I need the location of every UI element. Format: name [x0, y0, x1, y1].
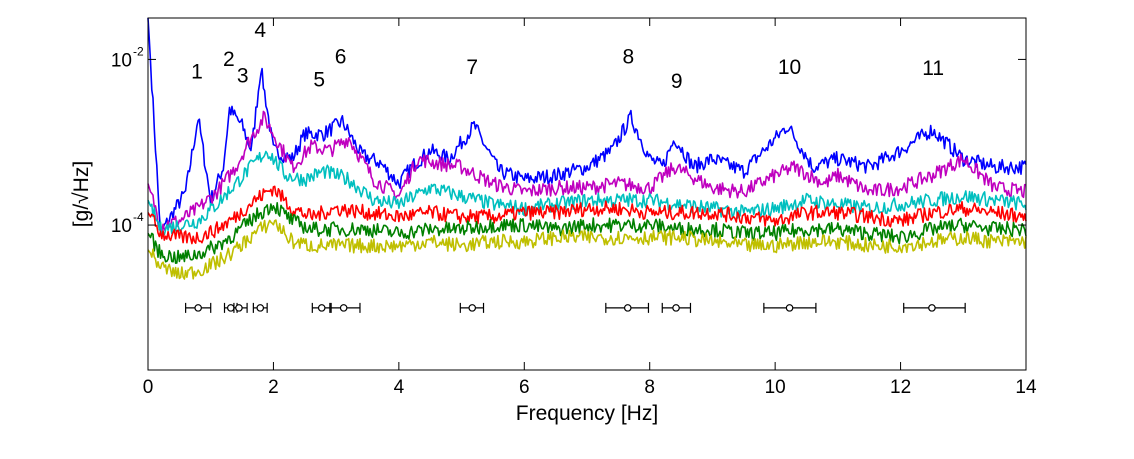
series-magenta-line [147, 110, 1026, 233]
x-axis-label: Frequency [Hz] [516, 402, 658, 425]
interval-layer [185, 302, 966, 313]
frequency-interval [459, 302, 485, 313]
series-yellow-line [147, 219, 1027, 280]
y-tick-label: 10 [111, 216, 132, 237]
y-tick-exponent: -4 [133, 210, 144, 224]
peak-label-8: 8 [623, 45, 635, 68]
series-blue-line [147, 17, 1027, 231]
x-tick-label: 2 [268, 377, 279, 398]
frequency-interval [763, 302, 817, 313]
interval-center-marker [672, 304, 680, 312]
frequency-interval [311, 302, 331, 313]
y-tick-exponent: -2 [133, 44, 144, 58]
interval-center-marker [928, 304, 936, 312]
y-tick-label: 10 [111, 50, 132, 71]
series-cyan-line [147, 150, 1027, 237]
series-layer [147, 17, 1027, 280]
interval-center-marker [468, 304, 477, 312]
interval-center-marker [256, 304, 265, 312]
interval-center-marker [785, 304, 794, 312]
peak-label-4: 4 [254, 19, 266, 42]
y-axis-label: [g/√Hz] [70, 161, 93, 227]
plot-frame [147, 17, 1027, 371]
series-green-line [147, 202, 1027, 265]
frequency-interval [661, 302, 692, 313]
frequency-interval [233, 302, 248, 313]
peak-label-9: 9 [671, 70, 683, 93]
peak-label-2: 2 [223, 48, 235, 71]
x-tick-label: 6 [519, 377, 530, 398]
peak-label-3: 3 [237, 64, 249, 87]
frequency-interval [605, 302, 650, 313]
x-tick-label: 14 [1015, 377, 1037, 398]
peak-label-1: 1 [191, 60, 203, 83]
frequency-interval [903, 302, 966, 313]
peak-label-11: 11 [922, 57, 944, 80]
x-tick-label: 12 [890, 377, 911, 398]
interval-center-marker [623, 304, 632, 312]
frequency-interval [330, 302, 361, 313]
x-tick-label: 0 [143, 377, 154, 398]
peak-label-10: 10 [778, 56, 801, 79]
interval-center-marker [235, 304, 243, 312]
peak-label-6: 6 [335, 45, 347, 68]
peak-label-7: 7 [466, 56, 478, 79]
frequency-interval [185, 302, 212, 313]
peak-label-5: 5 [313, 69, 325, 92]
interval-center-marker [339, 304, 348, 312]
x-tick-label: 8 [644, 377, 655, 398]
x-tick-label: 10 [765, 377, 786, 398]
interval-center-marker [226, 304, 235, 312]
x-tick-label: 4 [394, 377, 405, 398]
interval-center-marker [194, 304, 202, 312]
interval-center-marker [317, 304, 326, 312]
series-red-line [147, 185, 1027, 245]
frequency-interval [252, 302, 268, 313]
